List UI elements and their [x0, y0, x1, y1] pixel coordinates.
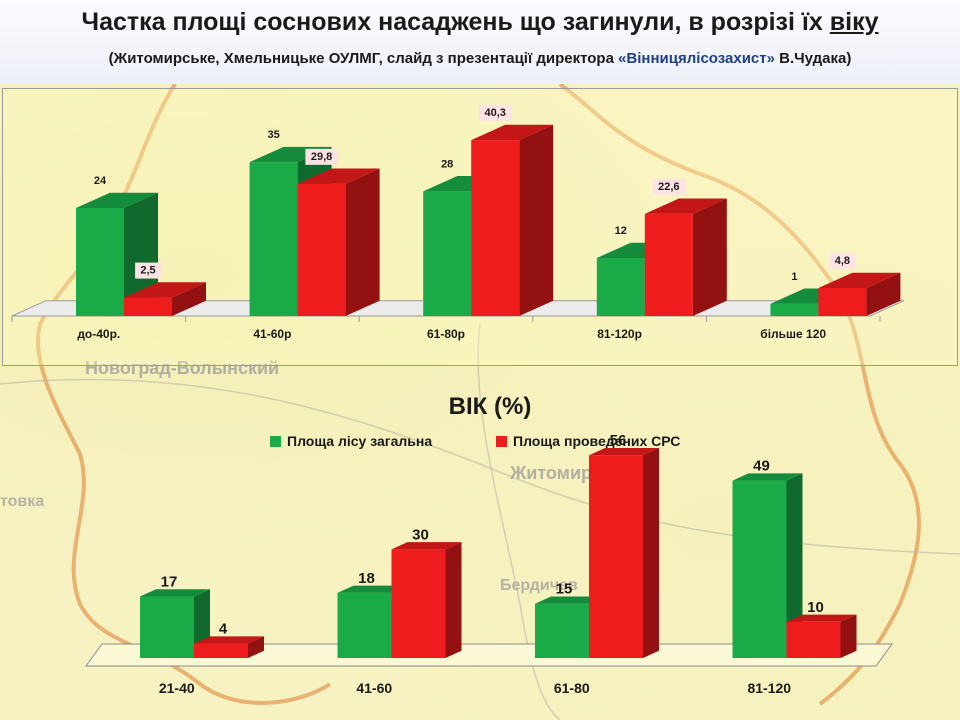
bar-top [76, 192, 158, 208]
bar-top [471, 124, 554, 141]
title-text: Частка площі соснових насаджень що загин… [81, 8, 830, 36]
bar-side [786, 473, 803, 658]
bar-side [692, 198, 727, 316]
bar-top [337, 585, 408, 593]
x-tick-label: 41-60р [253, 327, 291, 341]
slide-title: Частка площі соснових насаджень що загин… [0, 8, 960, 37]
bar [535, 603, 589, 658]
chart-bottom: ВІК (%) Площа лісу загальна Площа провед… [85, 393, 893, 696]
chart-top: 24 2,5 до-40р. 35 29,8 41-60р 28 40,3 61-80р 12 22… [11, 105, 905, 341]
bar-side [445, 542, 462, 658]
bar [471, 140, 520, 316]
data-label: 56 [610, 432, 627, 449]
x-tick-label: 41-60 [356, 680, 392, 696]
subtitle-org: «Вінницялісозахист» [618, 50, 775, 67]
bar-side [866, 272, 901, 316]
region-border [558, 84, 921, 706]
data-label: 1 [791, 271, 797, 283]
bar-side [840, 614, 857, 658]
bar-top [644, 198, 727, 214]
x-tick-label: 81-120р [597, 327, 642, 341]
data-label: 2,5 [140, 265, 155, 277]
bar [297, 183, 346, 316]
bar [249, 162, 298, 316]
legend-swatch-green [270, 436, 281, 447]
data-label: 4,8 [835, 255, 850, 267]
x-tick-label: 61-80р [427, 327, 465, 341]
bar [76, 208, 124, 316]
bar-top [297, 168, 380, 184]
road [477, 323, 561, 720]
bar-side [345, 168, 380, 316]
data-label: 30 [412, 526, 429, 543]
bar-top [391, 542, 462, 550]
bar-side [643, 448, 659, 658]
slide-subtitle: (Житомирське, Хмельницьке ОУЛМГ, слайд з… [0, 50, 960, 67]
map-label: Бердичев [500, 577, 578, 594]
data-label: 17 [161, 573, 178, 590]
data-label: 40,3 [484, 107, 505, 119]
bar-top [124, 282, 206, 298]
data-label: 49 [753, 458, 770, 475]
bar [644, 213, 693, 316]
x-tick-label: до-40р. [77, 327, 120, 341]
header: Частка площі соснових насаджень що загин… [0, 0, 960, 84]
subtitle-text: (Житомирське, Хмельницьке ОУЛМГ, слайд з… [108, 50, 619, 67]
map-label: Новоград-Волынский [85, 358, 279, 378]
x-tick-label: 81-120 [747, 680, 791, 696]
legend-label: Площа проведених СРС [513, 433, 680, 449]
bar-top [194, 636, 264, 644]
data-label: 15 [556, 581, 573, 598]
bar-side [124, 192, 158, 316]
bar-top [732, 473, 803, 481]
x-tick-label: 21-40 [159, 680, 195, 696]
map-label: Житомир [509, 463, 592, 483]
data-label-bg [652, 178, 685, 195]
bar [786, 621, 841, 658]
bar [770, 303, 819, 316]
bar [818, 288, 867, 316]
data-label-bg [829, 253, 856, 269]
subtitle-author: В.Чудака) [774, 50, 852, 67]
bar [423, 191, 472, 316]
title-underlined: віку [829, 8, 879, 36]
data-label: 24 [94, 175, 107, 187]
chart-floor [85, 643, 893, 667]
x-tick-label: більше 120 [760, 327, 826, 341]
bar-top [818, 272, 901, 288]
data-label-bg [479, 105, 512, 122]
map-label: товка [0, 493, 44, 510]
data-label: 35 [267, 129, 279, 141]
chart-title: ВІК (%) [449, 393, 532, 420]
bar-side [248, 636, 264, 658]
data-label: 29,8 [311, 151, 332, 163]
legend-swatch-red [496, 436, 507, 447]
data-label-bg [305, 148, 338, 165]
data-label: 12 [615, 225, 627, 237]
bar [589, 455, 643, 658]
bar [391, 549, 446, 658]
data-label: 18 [358, 570, 375, 587]
bar [337, 592, 392, 658]
bar-top [140, 589, 210, 597]
bar [732, 480, 787, 658]
bar-top [786, 614, 857, 622]
bar-side [172, 282, 206, 316]
bar [596, 258, 645, 316]
x-tick-label: 61-80 [554, 680, 590, 696]
data-label: 10 [807, 599, 824, 616]
bar [124, 297, 172, 316]
legend-label: Площа лісу загальна [287, 433, 432, 449]
bar [194, 643, 248, 658]
data-label: 4 [219, 621, 228, 638]
bar-top [589, 448, 659, 456]
bar-side [519, 124, 554, 317]
data-label: 28 [441, 158, 453, 170]
data-label: 22,6 [658, 181, 679, 193]
bar [140, 596, 194, 658]
data-label-bg [135, 262, 161, 279]
bar-top [535, 596, 605, 604]
